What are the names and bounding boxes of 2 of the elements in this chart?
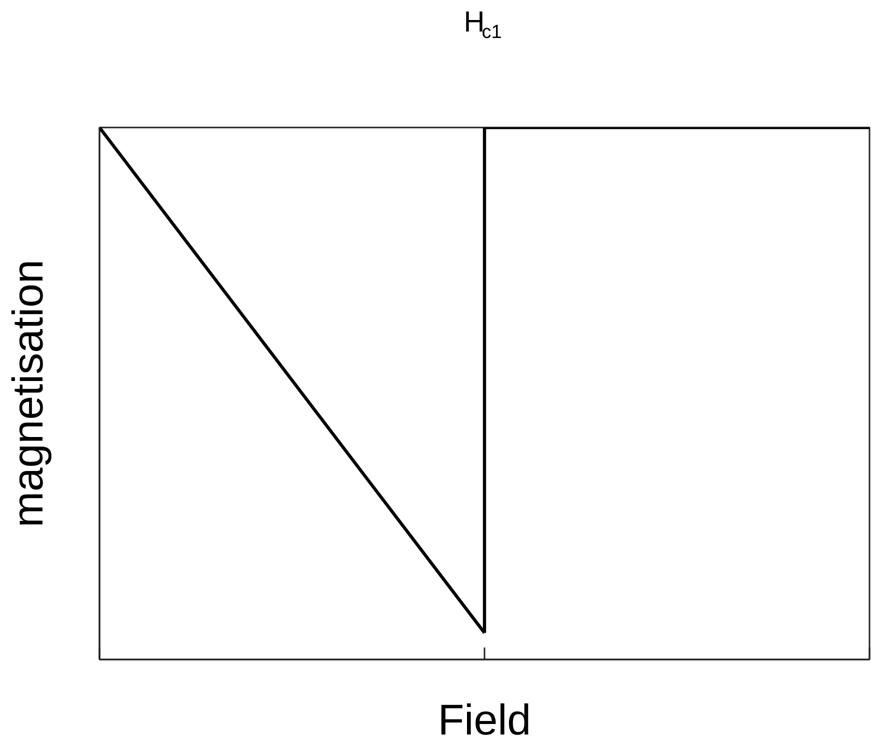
y-axis-title: magnetisation [4, 260, 52, 528]
x-axis-title: Field [438, 696, 532, 744]
